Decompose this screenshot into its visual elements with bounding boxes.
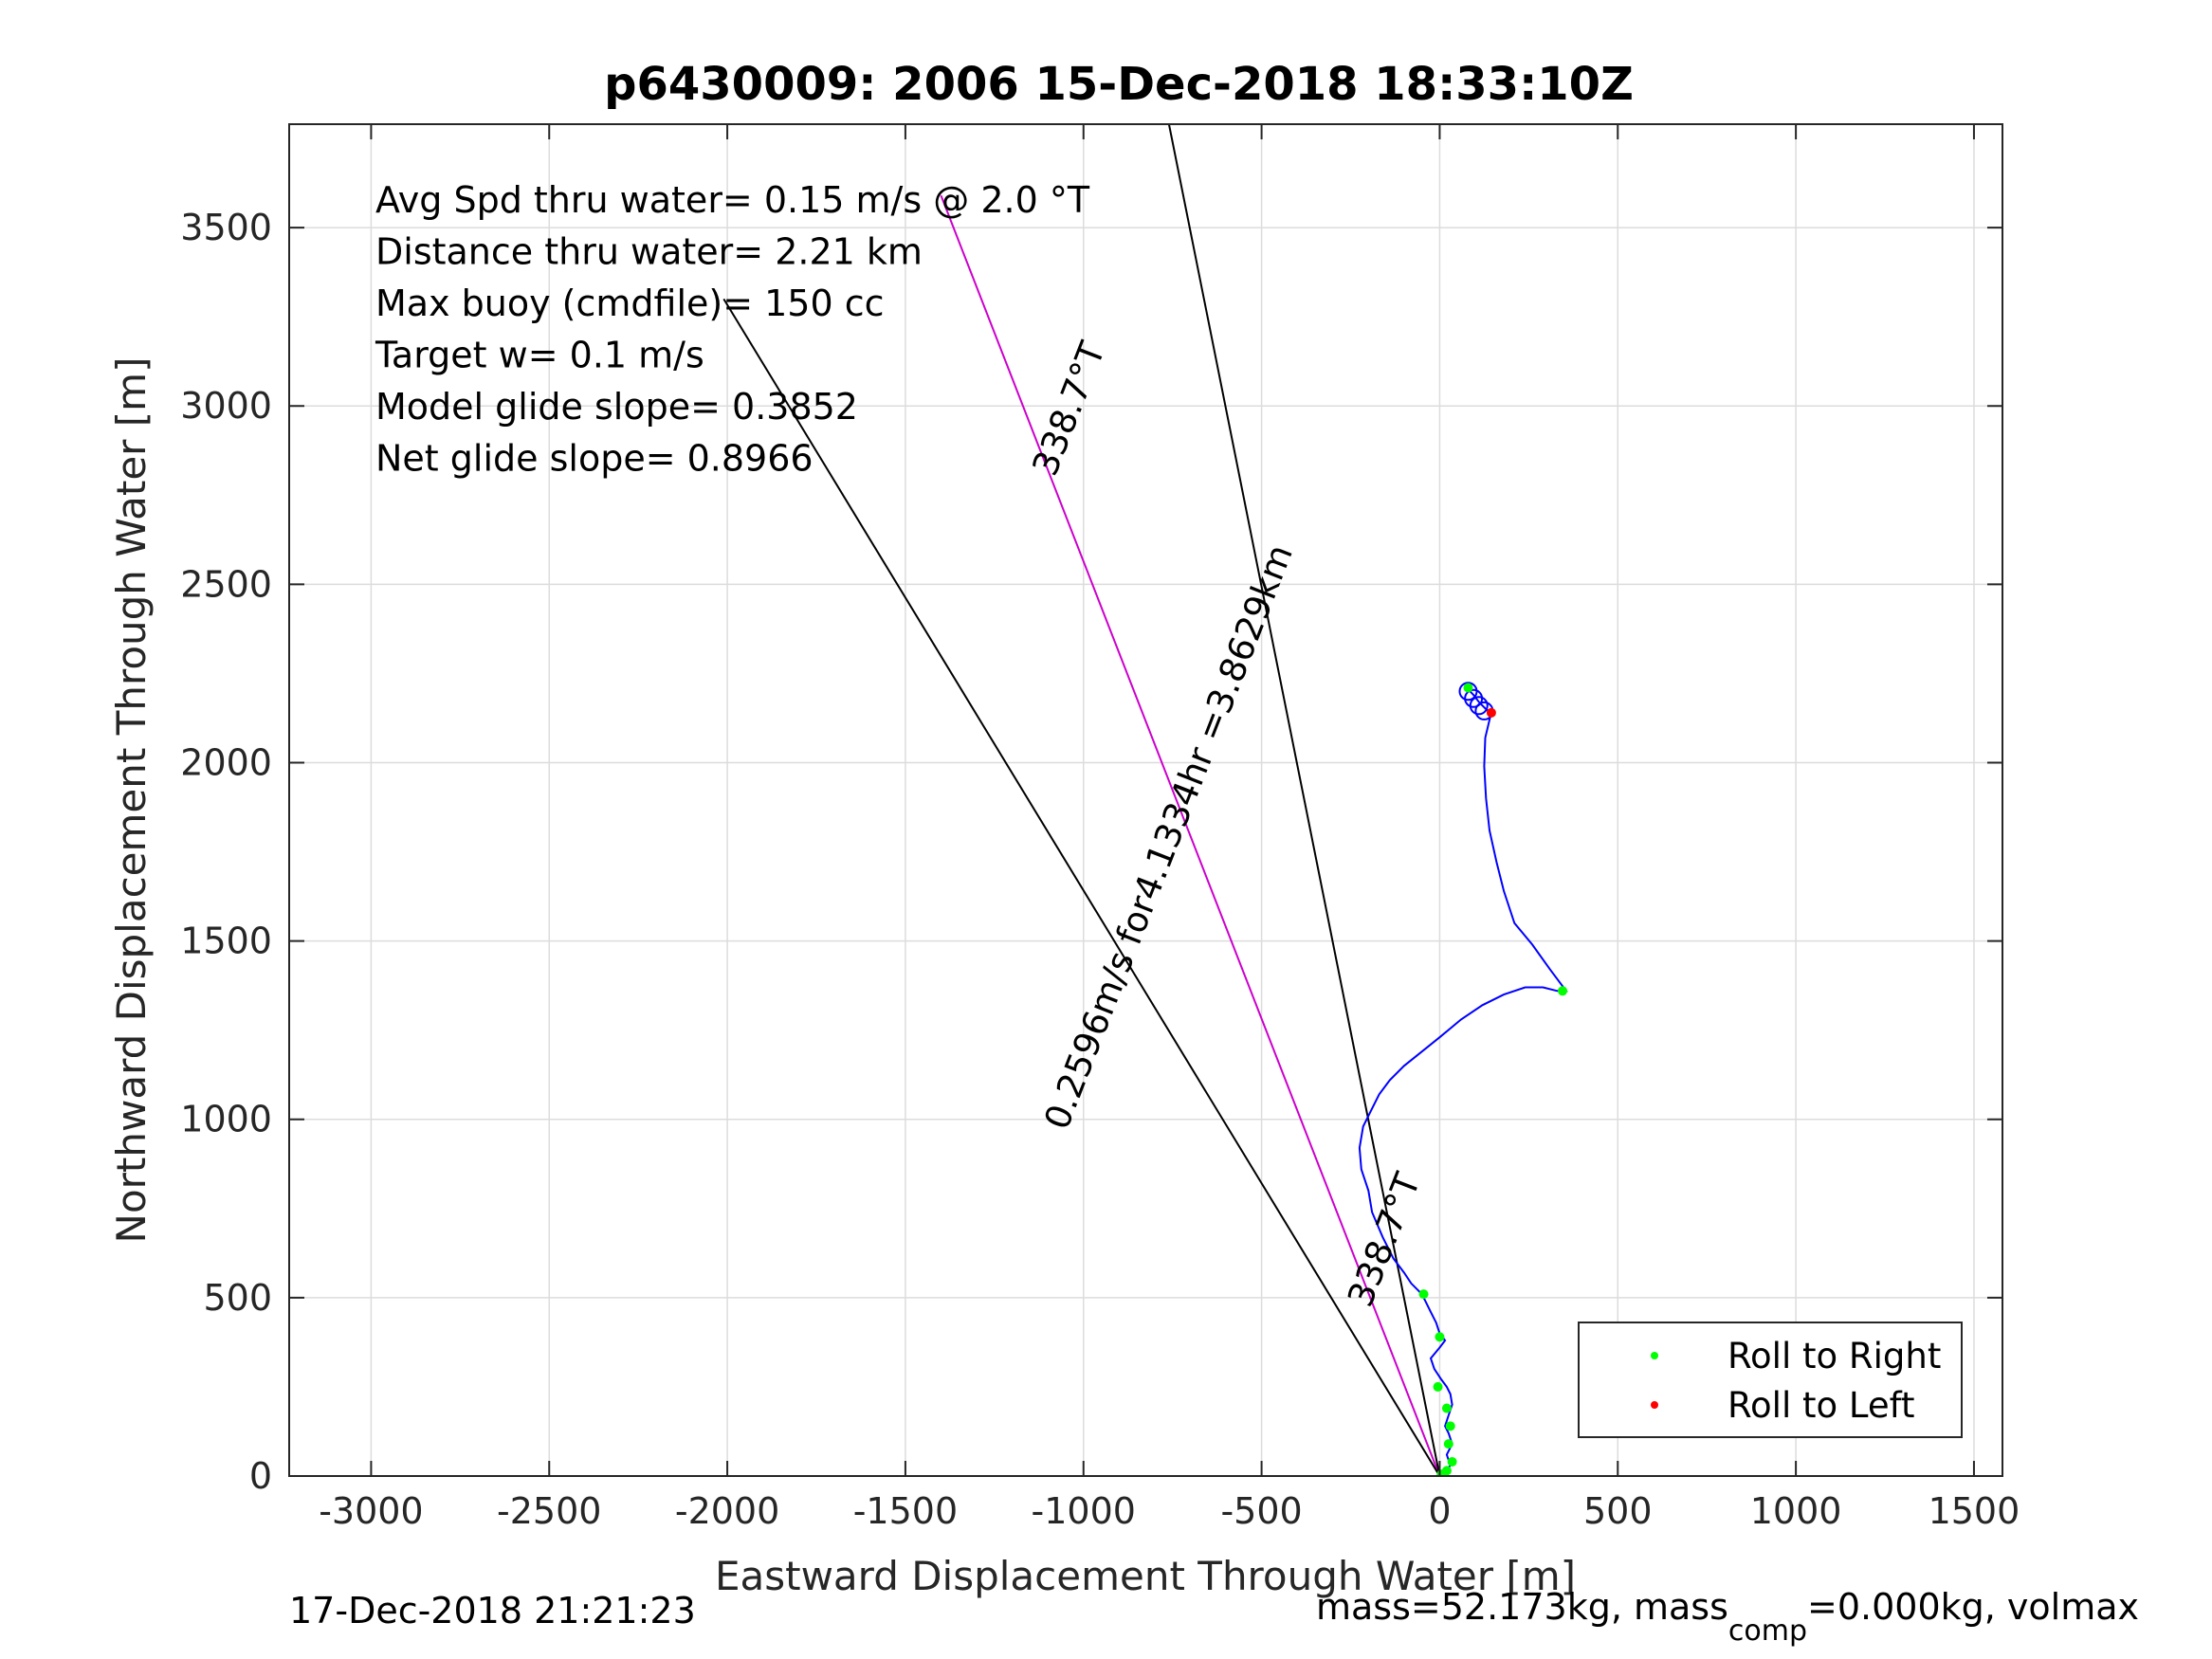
roll-right-point xyxy=(1441,1403,1452,1413)
roll-right-point xyxy=(1433,1381,1443,1392)
roll-right-point xyxy=(1441,1466,1452,1476)
roll-left-point xyxy=(1486,707,1496,718)
y-tick-label: 1500 xyxy=(180,921,272,962)
plot-frame xyxy=(288,123,2003,1477)
x-tick-label: -2500 xyxy=(497,1490,601,1532)
info-line: Max buoy (cmdfile)= 150 cc xyxy=(375,283,885,324)
legend-marker-roll-left xyxy=(1651,1401,1658,1409)
info-line: Net glide slope= 0.8966 xyxy=(375,438,814,480)
x-tick-label: -1500 xyxy=(853,1490,958,1532)
plot-background xyxy=(289,124,2002,1476)
y-tick-label: 2500 xyxy=(180,563,272,605)
y-axis-label: Northward Displacement Through Water [m] xyxy=(108,357,155,1244)
footer-mass-post: =0.000kg, volmax xyxy=(1807,1586,2139,1628)
legend-label-roll-left: Roll to Left xyxy=(1728,1385,1915,1426)
track-loop xyxy=(1469,696,1489,716)
info-block: Avg Spd thru water= 0.15 m/s @ 2.0 °T Dis… xyxy=(375,179,1090,480)
legend-marker-roll-right xyxy=(1651,1352,1658,1359)
x-tick-label: -2000 xyxy=(675,1490,779,1532)
info-line: Model glide slope= 0.3852 xyxy=(375,386,858,428)
legend-label-roll-right: Roll to Right xyxy=(1728,1336,1941,1376)
ticks: -3000 -2500 -2000 -1500 -1000 -500 0 500 1000 150… xyxy=(180,124,2020,1532)
roll-right-point xyxy=(1463,683,1473,693)
x-tick-label: -3000 xyxy=(319,1490,423,1532)
legend-box xyxy=(1578,1322,1963,1438)
x-tick-label: -1000 xyxy=(1032,1490,1136,1532)
y-tick-label: 1000 xyxy=(180,1099,272,1140)
roll-right-point xyxy=(1558,986,1568,996)
roll-right-point xyxy=(1418,1289,1429,1300)
x-tick-label: -500 xyxy=(1220,1490,1302,1532)
legend: Roll to Right Roll to Left xyxy=(1578,1322,1963,1438)
roll-right-point xyxy=(1447,1456,1457,1467)
plot-content xyxy=(722,124,1568,1476)
roll-right-point xyxy=(1435,1332,1445,1342)
footer-timestamp: 17-Dec-2018 21:21:23 xyxy=(289,1590,696,1632)
reference-line-envelope-right xyxy=(1167,124,1441,1476)
y-tick-label: 500 xyxy=(203,1277,272,1319)
y-tick-label: 0 xyxy=(249,1455,272,1497)
y-tick-label: 3500 xyxy=(180,207,272,248)
footer-mass-pre: mass=52.173kg, mass xyxy=(1316,1586,1728,1628)
info-line: Target w= 0.1 m/s xyxy=(375,335,704,376)
glider-track xyxy=(1358,687,1568,1476)
x-tick-label: 0 xyxy=(1428,1490,1451,1532)
x-tick-label: 1500 xyxy=(1929,1490,2020,1532)
y-tick-label: 2000 xyxy=(180,741,272,783)
info-line: Avg Spd thru water= 0.15 m/s @ 2.0 °T xyxy=(375,179,1090,221)
y-tick-label: 3000 xyxy=(180,385,272,427)
roll-right-point xyxy=(1443,1439,1453,1449)
reference-line-envelope-left xyxy=(722,298,1441,1476)
reference-line-heading-magenta xyxy=(940,194,1441,1476)
roll-right-point xyxy=(1445,1421,1455,1431)
footer-mass-sub: comp xyxy=(1728,1614,1807,1648)
footer-mass-info: mass=52.173kg, masscomp=0.000kg, volmax xyxy=(1316,1586,2139,1648)
chart-title: p6430009: 2006 15-Dec-2018 18:33:10Z xyxy=(604,58,1634,111)
x-tick-label: 500 xyxy=(1583,1490,1653,1532)
x-tick-label: 1000 xyxy=(1750,1490,1842,1532)
x-axis-label: Eastward Displacement Through Water [m] xyxy=(715,1553,1576,1599)
info-line: Distance thru water= 2.21 km xyxy=(375,231,923,273)
